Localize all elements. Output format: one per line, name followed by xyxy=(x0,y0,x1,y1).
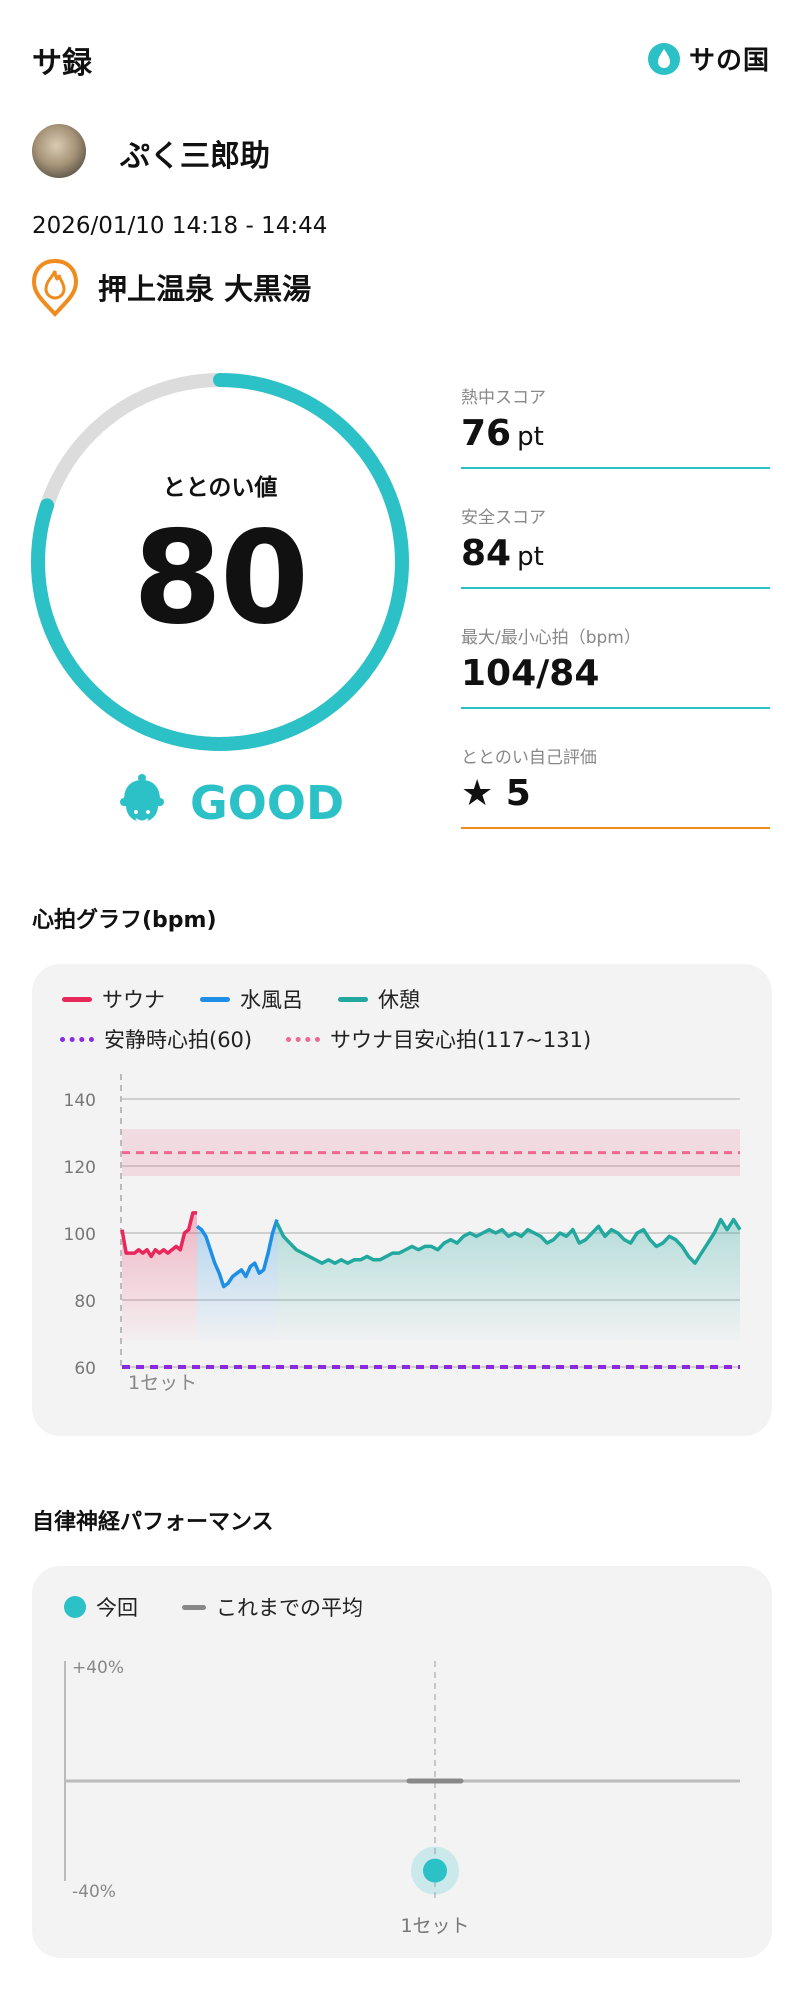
sauna-hat-icon xyxy=(120,774,164,823)
legend-label: これまでの平均 xyxy=(216,1596,363,1620)
legend-sauna: サウナ xyxy=(62,984,165,1014)
stat-underline xyxy=(461,707,770,709)
place-name: 押上温泉 大黒湯 xyxy=(98,272,312,306)
mood-indicator: GOOD xyxy=(116,772,344,834)
score-value: 80 xyxy=(132,504,309,653)
ans-chart: +40% -40% 1セット xyxy=(64,1658,740,1937)
x-axis-label: 1セット xyxy=(128,1372,197,1394)
legend-target-hr: サウナ目安心拍(117~131) xyxy=(286,1024,591,1054)
stat-label: ととのい自己評価 xyxy=(461,748,597,768)
logo-text: サの国 xyxy=(688,46,770,76)
stat-value: ★ 5 xyxy=(461,773,531,814)
y-tick-label: +40% xyxy=(72,1658,124,1678)
legend-label: サウナ xyxy=(102,988,165,1012)
legend-swatch xyxy=(286,1036,320,1042)
hr-section-title: 心拍グラフ(bpm) xyxy=(32,908,217,933)
avatar[interactable] xyxy=(32,124,86,178)
hr-line-chart: 140 120 100 80 60 1セット xyxy=(64,1074,742,1394)
stat-label: 安全スコア xyxy=(461,508,546,528)
stat-self-rating[interactable]: ととのい自己評価 ★ 5 xyxy=(461,743,770,863)
stat-underline xyxy=(461,587,770,589)
stat-underline xyxy=(461,467,770,469)
legend-label: 今回 xyxy=(96,1596,138,1620)
legend-label: サウナ目安心拍(117~131) xyxy=(330,1028,592,1052)
sauna-area xyxy=(122,1212,197,1341)
y-tick-label: 140 xyxy=(64,1091,96,1111)
score-label: ととのい値 xyxy=(162,475,278,501)
stat-label: 最大/最小心拍（bpm） xyxy=(461,628,641,648)
score-ring xyxy=(31,373,409,751)
legend-swatch xyxy=(64,1596,86,1618)
page-title: サ録 xyxy=(32,46,92,81)
stat-safety-score: 安全スコア 84 pt xyxy=(461,503,770,623)
hr-chart-card: サウナ 水風呂 休憩 安静時心拍(60) サウナ目安心拍(117~131) 14… xyxy=(32,964,772,1436)
sauna-series-line xyxy=(120,1211,197,1259)
y-tick-label: 80 xyxy=(74,1292,96,1312)
stat-value: 84 pt xyxy=(461,533,544,574)
legend-swatch xyxy=(338,996,368,1002)
legend-label: 休憩 xyxy=(378,988,420,1012)
mood-label: GOOD xyxy=(190,776,345,830)
cold-series-line xyxy=(195,1219,279,1289)
flame-pin-icon xyxy=(31,258,79,317)
y-tick-label: -40% xyxy=(72,1882,116,1902)
stat-heart-rate: 最大/最小心拍（bpm） 104/84 xyxy=(461,623,770,743)
stat-label: 熱中スコア xyxy=(461,388,546,408)
legend-swatch xyxy=(200,996,230,1002)
x-tick-label: 1セット xyxy=(400,1915,469,1937)
brand-logo[interactable]: サの国 xyxy=(647,40,770,77)
legend-rest: 休憩 xyxy=(338,984,420,1014)
y-tick-label: 100 xyxy=(64,1225,96,1245)
legend-cold: 水風呂 xyxy=(200,984,303,1014)
legend-resting-hr: 安静時心拍(60) xyxy=(60,1024,252,1054)
rest-series-line xyxy=(275,1217,742,1265)
legend-label: 安静時心拍(60) xyxy=(104,1028,253,1052)
legend-current: 今回 xyxy=(64,1592,138,1622)
ans-section-title: 自律神経パフォーマンス xyxy=(32,1510,274,1535)
legend-label: 水風呂 xyxy=(240,988,303,1012)
legend-swatch xyxy=(182,1604,206,1610)
legend-swatch xyxy=(62,996,92,1002)
session-datetime: 2026/01/10 14:18 - 14:44 xyxy=(32,213,328,239)
ring-progress xyxy=(31,373,409,751)
stat-value: 104/84 xyxy=(461,653,600,694)
cold-area xyxy=(197,1219,277,1341)
stat-underline xyxy=(461,827,770,829)
stat-heat-score: 熱中スコア 76 pt xyxy=(461,383,770,503)
y-tick-label: 120 xyxy=(64,1158,96,1178)
ans-chart-card: 今回 これまでの平均 +40% -40% 1セット xyxy=(32,1566,772,1958)
water-drop-icon xyxy=(647,42,680,75)
current-marker[interactable] xyxy=(423,1858,447,1883)
legend-swatch xyxy=(60,1036,94,1042)
legend-average: これまでの平均 xyxy=(182,1592,363,1622)
stats-panel: 熱中スコア 76 pt 安全スコア 84 pt 最大/最小心拍（bpm） 104/8… xyxy=(461,383,770,863)
y-tick-label: 60 xyxy=(74,1359,96,1379)
user-name: ぷく三郎助 xyxy=(120,139,270,174)
rest-area xyxy=(277,1219,740,1341)
stat-value: 76 pt xyxy=(461,413,544,454)
